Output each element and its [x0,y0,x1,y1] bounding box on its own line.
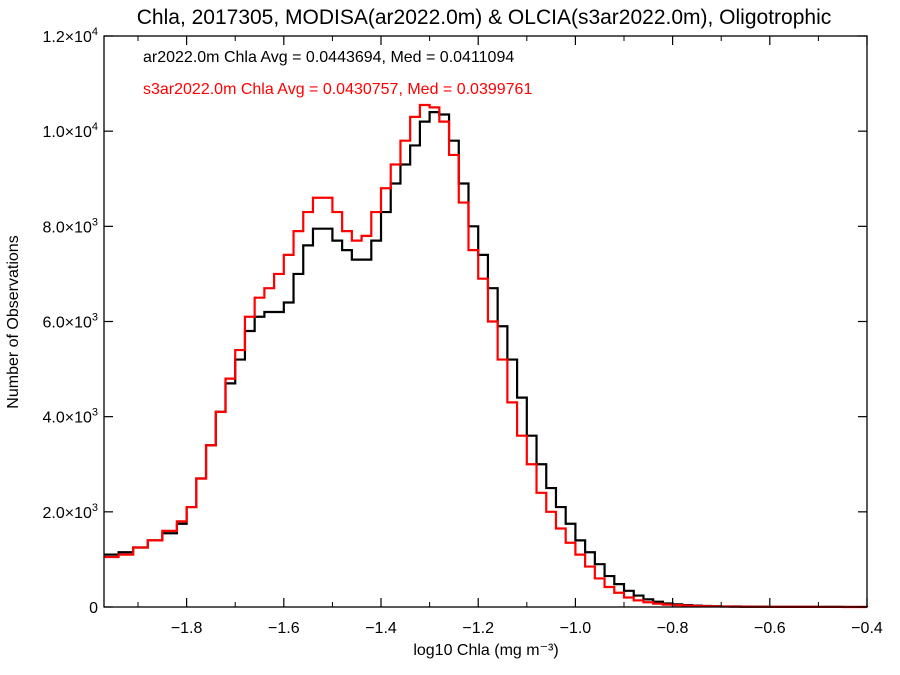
y-tick-label: 2.0×103 [42,502,98,522]
y-tick-label: 0 [89,600,98,617]
x-tick-label: −0.8 [657,620,689,637]
y-tick-label: 4.0×103 [42,407,98,427]
y-tick-label: 1.0×104 [42,121,98,141]
y-tick-label: 8.0×103 [42,216,98,236]
series-line-s3ar2022-0m [104,103,867,609]
x-axis-label: log10 Chla (mg m⁻³) [413,642,558,659]
x-tick-label: −1.2 [462,620,494,637]
x-tick-label: −1.8 [171,620,203,637]
y-axis-label: Number of Observations [5,235,22,408]
series-layer [104,103,869,609]
series-line-ar2022-0m [104,111,869,609]
chart-title: Chla, 2017305, MODISA(ar2022.0m) & OLCIA… [137,6,832,29]
legend-annotations: ar2022.0m Chla Avg = 0.0443694, Med = 0.… [143,49,532,98]
x-tick-label: −0.4 [851,620,883,637]
x-tick-label: −0.6 [754,620,786,637]
y-tick-label: 1.2×104 [42,26,98,46]
x-tick-label: −1.0 [560,620,592,637]
annotation-olcia-stats: s3ar2022.0m Chla Avg = 0.0430757, Med = … [143,81,532,98]
plot-frame [103,35,868,608]
y-tick-label: 6.0×103 [42,312,98,332]
x-tick-label: −1.6 [268,620,300,637]
ticks-layer: −1.8 −1.6 −1.4 −1.2 −1.0 −0.8 −0.6 −0.4 0 2.0×103… [42,26,882,637]
annotation-modisa-stats: ar2022.0m Chla Avg = 0.0443694, Med = 0.… [143,49,514,66]
x-tick-label: −1.4 [365,620,397,637]
